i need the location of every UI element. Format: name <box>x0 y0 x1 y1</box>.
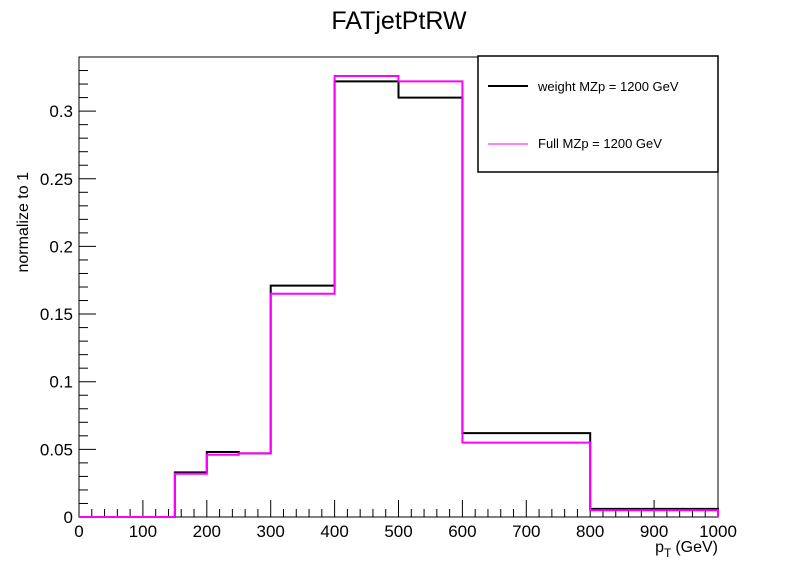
legend-label-full: Full MZp = 1200 GeV <box>538 136 662 151</box>
legend-label-weight: weight MZp = 1200 GeV <box>537 79 679 94</box>
y-tick-label: 0.3 <box>49 102 73 121</box>
y-tick-label: 0.05 <box>40 440 73 459</box>
x-tick-label: 500 <box>384 522 412 541</box>
x-tick-label: 400 <box>320 522 348 541</box>
x-tick-label: 700 <box>512 522 540 541</box>
y-axis-tick-labels: 0 0.05 0.1 0.15 0.2 0.25 0.3 <box>40 102 73 527</box>
series-layer <box>79 74 719 518</box>
x-axis-tick-labels: 0 100 200 300 400 500 600 700 800 900 1000 <box>74 522 737 541</box>
y-tick-label: 0 <box>64 508 73 527</box>
x-axis-label: pT (GeV) <box>655 539 718 560</box>
x-tick-label: 900 <box>640 522 668 541</box>
x-tick-label: 100 <box>129 522 157 541</box>
y-tick-label: 0.15 <box>40 305 73 324</box>
y-axis-label: normalize to 1 <box>15 172 32 273</box>
x-axis-label-subscript: T <box>664 546 672 560</box>
x-axis-label-main: p <box>655 539 664 556</box>
x-tick-label: 600 <box>448 522 476 541</box>
x-axis-label-unit: (GeV) <box>675 539 718 556</box>
x-tick-label: 0 <box>74 522 83 541</box>
series-full-line <box>79 74 719 518</box>
y-tick-label: 0.1 <box>49 373 73 392</box>
x-tick-label: 300 <box>257 522 285 541</box>
legend-box <box>477 55 719 173</box>
chart-title: FATjetPtRW <box>331 7 467 35</box>
x-tick-label: 200 <box>193 522 221 541</box>
y-tick-label: 0.2 <box>49 237 73 256</box>
legend: weight MZp = 1200 GeV Full MZp = 1200 Ge… <box>477 55 719 173</box>
y-tick-label: 0.25 <box>40 170 73 189</box>
y-axis-ticks <box>79 56 96 518</box>
x-tick-label: 1000 <box>699 522 737 541</box>
x-tick-label: 800 <box>576 522 604 541</box>
